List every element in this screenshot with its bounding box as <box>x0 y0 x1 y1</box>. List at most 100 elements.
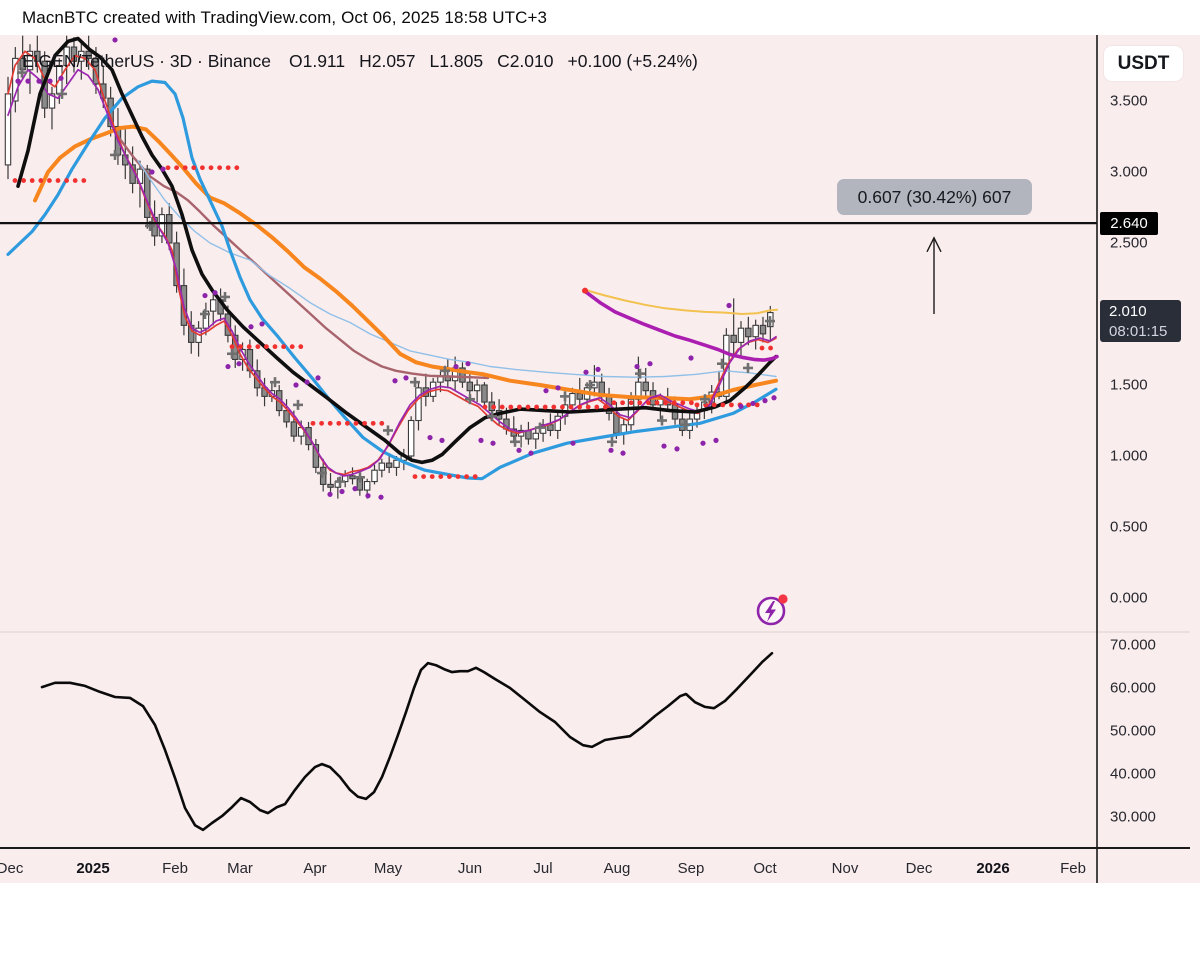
purple-dot <box>47 78 53 84</box>
candle-down <box>730 334 737 343</box>
measure-arrow-head <box>926 236 942 253</box>
candle-down <box>70 46 78 62</box>
purple-dot <box>620 450 626 456</box>
price-tick-label: 3.500 <box>1110 92 1148 110</box>
red-dot <box>29 178 35 183</box>
measure-text: 0.607 (30.42%) 607 <box>857 186 1012 207</box>
candle-down <box>166 214 173 244</box>
purple-dot <box>700 440 706 446</box>
last-price-tag[interactable]: 2.010 08:01:15 <box>1100 300 1181 342</box>
red-dot <box>412 474 418 479</box>
red-dot <box>429 474 435 479</box>
red-dot <box>370 420 376 426</box>
ohlc-open: O1.911 <box>288 51 346 71</box>
candle-down <box>312 444 320 468</box>
red-dot <box>711 402 717 408</box>
currency-toggle-button[interactable]: USDT <box>1104 46 1183 81</box>
red-dot <box>628 400 634 406</box>
ohlc-high: H2.057 <box>359 51 416 71</box>
time-tick-label: Apr <box>303 860 327 877</box>
red-dot <box>603 404 608 410</box>
purple-dot <box>259 321 265 327</box>
red-dot <box>560 404 565 410</box>
red-dot <box>225 165 231 171</box>
indicator-pane[interactable] <box>40 651 774 832</box>
red-dot <box>336 420 342 426</box>
red-dot <box>327 420 333 426</box>
measure-tool-label[interactable]: 0.607 (30.42%) 607 <box>837 179 1032 215</box>
red-dot <box>272 344 278 350</box>
red-dot <box>482 404 488 410</box>
horizontal-line-price-tag[interactable]: 2.640 <box>1100 212 1158 235</box>
purple-dot <box>149 169 155 175</box>
purple-dot <box>248 324 254 330</box>
ohlc-low: L1.805 <box>429 51 484 71</box>
time-tick-label: Mar <box>227 860 253 877</box>
candle-up <box>532 432 540 440</box>
candle-down <box>349 475 356 480</box>
candle-up <box>752 324 759 338</box>
red-dot <box>217 165 223 171</box>
ma-line-yellow <box>584 288 778 315</box>
time-tick-label: Sep <box>677 860 705 877</box>
red-dot <box>345 420 350 426</box>
ma-line-black <box>16 36 778 465</box>
ma-line-magenta <box>583 289 779 362</box>
purple-dot <box>661 443 667 449</box>
indicator-tick-label: 50.000 <box>1110 722 1156 740</box>
price-pane[interactable] <box>4 35 779 500</box>
red-dot <box>517 404 522 410</box>
flash-event-icon[interactable] <box>756 594 788 626</box>
red-dot <box>729 402 734 408</box>
red-dot <box>694 402 700 408</box>
symbol-title[interactable]: EIGEN/TetherUS · 3D · Binance <box>22 51 271 71</box>
red-dot <box>362 420 367 426</box>
purple-dot <box>225 363 231 370</box>
time-tick-label: Aug <box>603 860 631 877</box>
red-dot <box>689 400 694 406</box>
candle-down <box>459 367 466 383</box>
currency-label: USDT <box>1117 52 1170 74</box>
red-dot <box>671 400 677 406</box>
purple-dot <box>315 375 321 381</box>
red-dot <box>379 420 385 426</box>
last-price-value: 2.010 <box>1109 303 1147 320</box>
time-tick-label: Nov <box>831 860 859 877</box>
symbol-header[interactable]: EIGEN/TetherUS · 3D · Binance O1.911 H2.05… <box>22 51 712 72</box>
red-dot <box>720 402 726 408</box>
purple-dot <box>160 166 166 172</box>
red-dot <box>768 345 773 351</box>
purple-dot <box>750 400 756 407</box>
candle-up <box>26 50 34 71</box>
candle-up <box>554 415 561 431</box>
time-tick-label: Jul <box>533 860 553 877</box>
vwap-anchor-dot <box>582 287 588 294</box>
candle-down <box>547 424 554 431</box>
purple-dot <box>478 437 484 443</box>
purple-dot <box>738 403 744 409</box>
red-dot <box>542 404 548 410</box>
candle-down <box>34 50 41 62</box>
candle-up <box>473 384 481 392</box>
red-dot <box>455 474 461 479</box>
time-tick-label: May <box>373 860 403 877</box>
red-dot <box>208 165 214 171</box>
candle-up <box>48 93 56 109</box>
price-tick-label: 1.000 <box>1110 447 1148 465</box>
red-dot <box>577 404 582 410</box>
red-dot <box>200 165 205 171</box>
red-dot <box>611 400 617 406</box>
red-dot <box>12 178 18 183</box>
red-dot <box>298 344 304 350</box>
candle-down <box>576 392 583 400</box>
red-dot <box>289 344 295 350</box>
red-dot <box>64 178 69 183</box>
purple-dot <box>202 292 208 299</box>
purple-dot <box>378 494 384 500</box>
red-dot <box>754 402 760 408</box>
purple-dot <box>36 78 42 84</box>
candle-up <box>627 398 635 426</box>
purple-dot <box>490 440 496 446</box>
purple-dot <box>583 369 589 375</box>
